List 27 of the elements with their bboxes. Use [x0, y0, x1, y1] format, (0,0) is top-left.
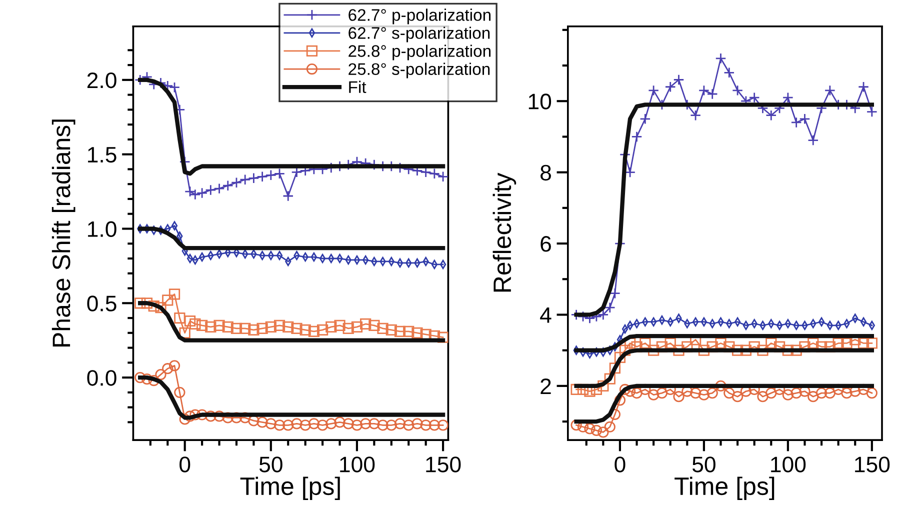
y-tick-label: 2.0 [87, 72, 116, 88]
x-axis-title: Time [ps] [674, 476, 774, 500]
y-tick-label: 10 [528, 94, 552, 110]
y-tick-label: 4 [540, 307, 552, 323]
y-tick-label: 6 [540, 236, 551, 252]
x-tick-label: 150 [855, 456, 890, 472]
legend-label: 25.8° p-polarization [348, 44, 490, 60]
y-tick-label: 0.5 [87, 296, 116, 312]
y-tick-label: 8 [540, 164, 551, 181]
y-tick-label: 1.5 [88, 147, 116, 163]
x-tick-label: 0 [180, 456, 190, 472]
x-tick-label: 150 [426, 456, 461, 472]
x-tick-label: 50 [692, 456, 716, 472]
y-tick-label: 0.0 [87, 370, 116, 386]
x-axis-title: Time [ps] [240, 476, 340, 500]
legend-label: 25.8° s-polarization [348, 62, 490, 78]
legend-label: Fit [349, 80, 366, 94]
x-tick-label: 100 [771, 456, 806, 472]
legend-label: 62.7° p-polarization [348, 8, 490, 24]
x-tick-label: 100 [340, 456, 375, 472]
x-tick-label: 50 [259, 456, 282, 472]
y-axis-title: Reflectivity [492, 172, 516, 292]
y-axis-title: Phase Shift [radians] [52, 120, 76, 346]
y-tick-label: 1.0 [88, 221, 116, 238]
legend-label: 62.7° s-polarization [348, 26, 490, 42]
y-tick-label: 2 [540, 378, 551, 394]
x-tick-label: 0 [614, 456, 626, 472]
